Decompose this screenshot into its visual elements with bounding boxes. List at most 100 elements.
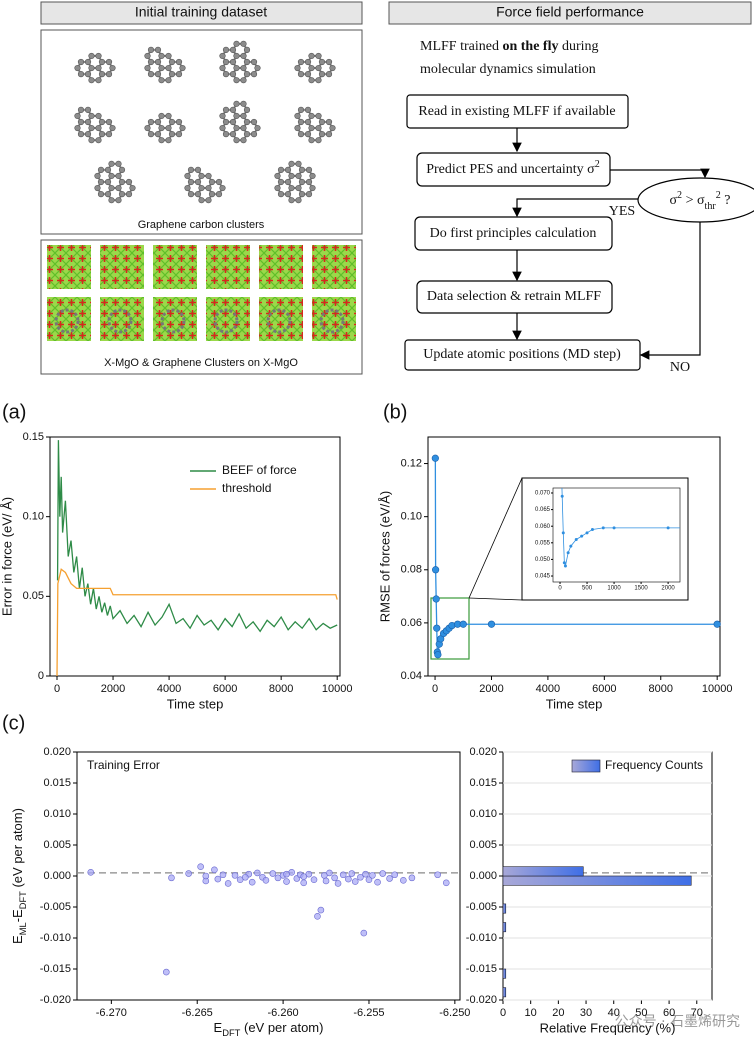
x-axis-label: Time step bbox=[167, 696, 224, 711]
point bbox=[168, 874, 175, 882]
inset-point bbox=[574, 537, 578, 541]
atom bbox=[165, 137, 172, 144]
point bbox=[322, 877, 330, 885]
x-tick-label: 30 bbox=[580, 1007, 592, 1019]
atom bbox=[294, 112, 301, 120]
point bbox=[339, 871, 347, 879]
atom bbox=[308, 112, 315, 120]
atom bbox=[98, 71, 106, 78]
atom bbox=[97, 178, 105, 186]
adsorbed-cluster bbox=[319, 308, 345, 334]
atom bbox=[288, 172, 295, 180]
point bbox=[379, 870, 387, 877]
x-tick-label: 4000 bbox=[157, 683, 181, 695]
atom bbox=[284, 166, 292, 173]
atom bbox=[222, 106, 230, 113]
atom bbox=[318, 58, 326, 66]
inset-point bbox=[612, 526, 616, 530]
x-tick-label: -6.265 bbox=[182, 1007, 213, 1019]
atom bbox=[129, 184, 136, 192]
atom bbox=[219, 184, 226, 192]
atom bbox=[144, 64, 151, 72]
point bbox=[360, 929, 368, 937]
x-tick-label: 40 bbox=[608, 1007, 620, 1019]
x-axis-label: Relative Frequency (%) bbox=[540, 1020, 676, 1035]
y-tick-label: 0.060 bbox=[535, 524, 551, 530]
text-part: 2 bbox=[595, 159, 600, 170]
adsorbed-cluster bbox=[160, 308, 186, 334]
atom bbox=[233, 100, 240, 107]
inset-point bbox=[562, 561, 566, 565]
x-tick-label: 8000 bbox=[269, 683, 293, 695]
plot-frame bbox=[49, 436, 341, 677]
atom bbox=[288, 184, 295, 192]
y-tick-label: 0.12 bbox=[401, 457, 422, 469]
y-tick-label: 0.015 bbox=[43, 777, 71, 789]
bar bbox=[502, 866, 584, 877]
point bbox=[432, 595, 440, 603]
atom bbox=[295, 172, 302, 180]
atom bbox=[184, 172, 191, 180]
atom bbox=[240, 77, 247, 84]
atom bbox=[194, 166, 202, 173]
y-tick-label: 0.065 bbox=[535, 507, 551, 513]
point bbox=[386, 875, 393, 882]
atom bbox=[243, 58, 251, 66]
atom bbox=[298, 191, 306, 198]
atom bbox=[84, 106, 92, 113]
atom bbox=[125, 191, 133, 198]
x-tick-label: -6.270 bbox=[96, 1007, 127, 1019]
mgo-tile bbox=[100, 297, 144, 341]
atom bbox=[115, 172, 122, 180]
y-tick-label: -0.015 bbox=[40, 963, 71, 975]
atom bbox=[158, 64, 165, 72]
annotation: Training Error bbox=[87, 758, 160, 772]
legend-swatch bbox=[571, 759, 601, 773]
atom bbox=[304, 58, 312, 66]
atom bbox=[233, 40, 240, 47]
atom bbox=[179, 124, 186, 132]
atom bbox=[315, 124, 322, 132]
atom bbox=[147, 58, 155, 66]
atom bbox=[215, 191, 223, 198]
x-tick-label: 10000 bbox=[322, 683, 353, 695]
atom bbox=[304, 118, 312, 126]
atom bbox=[95, 137, 102, 144]
bar bbox=[502, 875, 692, 886]
atom bbox=[168, 131, 176, 138]
atom bbox=[205, 197, 212, 204]
atom bbox=[233, 64, 240, 72]
atom bbox=[329, 124, 336, 132]
atom bbox=[154, 131, 162, 138]
inset-point bbox=[601, 526, 605, 530]
atom bbox=[77, 58, 85, 66]
plot-frame bbox=[427, 436, 721, 677]
atom bbox=[240, 124, 247, 132]
x-tick-label: 2000 bbox=[101, 683, 125, 695]
point bbox=[211, 866, 218, 874]
atom bbox=[308, 77, 315, 84]
atom bbox=[254, 124, 261, 132]
y-tick-label: -0.005 bbox=[40, 901, 71, 913]
atom bbox=[125, 178, 133, 186]
text-part: DFT bbox=[18, 891, 28, 909]
y-tick-label: 0.010 bbox=[469, 808, 497, 820]
atom bbox=[77, 118, 85, 126]
atom bbox=[222, 131, 230, 138]
atom bbox=[115, 197, 122, 204]
atom bbox=[147, 71, 155, 78]
panel-label: (b) bbox=[383, 401, 407, 423]
atom bbox=[240, 52, 247, 60]
point bbox=[314, 912, 321, 920]
atom bbox=[88, 124, 95, 132]
panel-label: (c) bbox=[2, 712, 25, 734]
atom bbox=[308, 64, 315, 72]
text-part: σ bbox=[669, 193, 677, 208]
y-tick-label: -0.010 bbox=[466, 932, 497, 944]
y-tick-label: 0.000 bbox=[43, 870, 71, 882]
atom bbox=[118, 166, 126, 173]
atom bbox=[94, 184, 101, 192]
y-tick-label: 0 bbox=[38, 670, 44, 682]
y-tick-label: -0.020 bbox=[40, 994, 71, 1006]
inset-point bbox=[590, 528, 594, 532]
